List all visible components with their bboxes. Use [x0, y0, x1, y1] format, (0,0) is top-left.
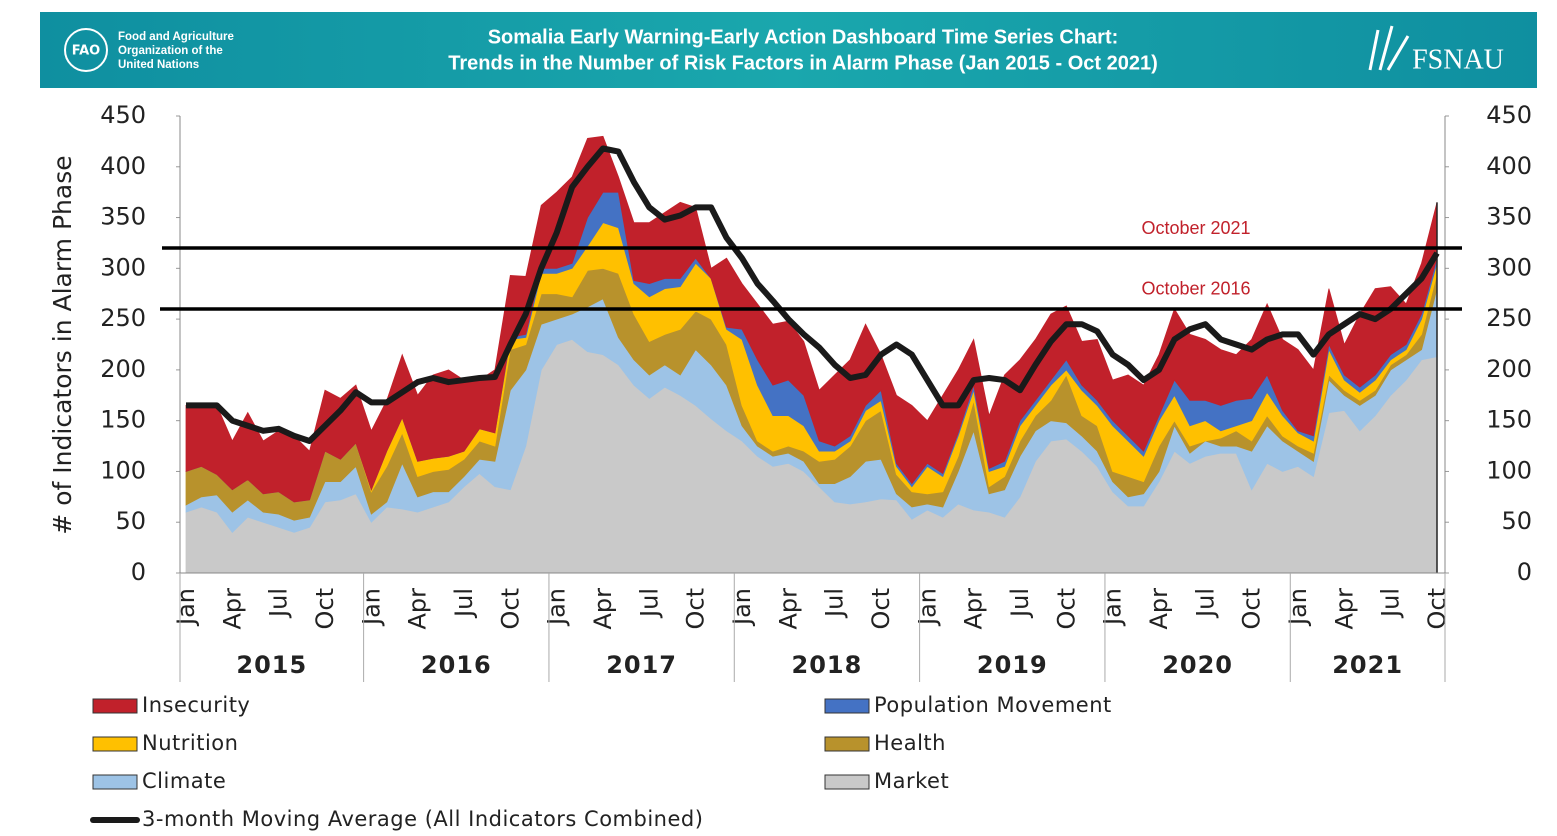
x-tick-label: Jul — [1377, 588, 1405, 619]
moving-average-line — [186, 145, 1440, 444]
legend-swatch — [824, 698, 870, 714]
x-tick-label: Apr — [774, 588, 802, 630]
org-name: Organization of the — [118, 45, 223, 57]
x-tick-label: Apr — [589, 588, 617, 630]
x-tick-label: Apr — [1145, 588, 1173, 630]
legend-label: Climate — [142, 769, 226, 793]
year-label: 2017 — [606, 651, 677, 679]
org-name: Food and Agriculture — [118, 31, 234, 43]
year-label: 2021 — [1332, 651, 1403, 679]
reference-label: October 2016 — [1141, 279, 1250, 299]
x-tick-label: Jul — [1191, 588, 1219, 619]
y-tick-label: 0 — [131, 558, 146, 586]
legend-label: 3-month Moving Average (All Indicators C… — [142, 807, 703, 831]
legend-label: Insecurity — [142, 693, 250, 717]
x-tick-label: Jan — [1284, 588, 1312, 627]
reference-label: October 2021 — [1141, 218, 1250, 238]
year-label: 2019 — [977, 651, 1048, 679]
x-tick-label: Jul — [1006, 588, 1034, 619]
y-tick-label: 250 — [100, 304, 146, 332]
y-axis-label: # of Indicators in Alarm Phase — [48, 155, 77, 534]
x-tick-label: Oct — [311, 588, 339, 630]
partner-name: FSNAU — [1412, 44, 1504, 75]
x-tick-label: Jan — [172, 588, 200, 627]
x-tick-label: Oct — [867, 588, 895, 630]
y-tick-label: 100 — [100, 456, 146, 484]
y2-tick-label: 100 — [1486, 456, 1532, 484]
x-tick-label: Oct — [1052, 588, 1080, 630]
x-tick-label: Jul — [265, 588, 293, 619]
y2-tick-label: 50 — [1501, 507, 1532, 535]
x-tick-label: Jul — [450, 588, 478, 619]
x-tick-label: Jul — [635, 588, 663, 619]
y2-tick-label: 200 — [1486, 355, 1532, 383]
fao-logo — [64, 28, 108, 72]
x-tick-label: Jan — [913, 588, 941, 627]
x-tick-label: Oct — [496, 588, 524, 630]
y2-tick-label: 350 — [1486, 203, 1532, 231]
y-tick-label: 50 — [115, 507, 146, 535]
y-tick-label: 200 — [100, 355, 146, 383]
x-tick-label: Jan — [728, 588, 756, 627]
y-tick-label: 300 — [100, 253, 146, 281]
x-tick-label: Apr — [404, 588, 432, 630]
chart-title: Trends in the Number of Risk Factors in … — [448, 52, 1158, 74]
y-tick-label: 150 — [100, 406, 146, 434]
legend-swatch — [92, 774, 138, 790]
org-name: United Nations — [118, 59, 199, 71]
y-tick-label: 350 — [100, 203, 146, 231]
y2-tick-label: 300 — [1486, 253, 1532, 281]
legend-label: Market — [874, 769, 949, 793]
legend-swatch — [92, 736, 138, 752]
year-label: 2015 — [236, 651, 307, 679]
legend-swatch — [824, 774, 870, 790]
x-tick-label: Oct — [1238, 588, 1266, 630]
y2-tick-label: 450 — [1486, 101, 1532, 129]
x-tick-label: Apr — [960, 588, 988, 630]
y2-tick-label: 0 — [1517, 558, 1532, 586]
y-tick-label: 400 — [100, 152, 146, 180]
y2-tick-label: 400 — [1486, 152, 1532, 180]
x-tick-label: Jan — [357, 588, 385, 627]
x-tick-label: Apr — [1330, 588, 1358, 630]
y2-tick-label: 150 — [1486, 406, 1532, 434]
year-label: 2016 — [421, 651, 492, 679]
x-tick-label: Apr — [218, 588, 246, 630]
x-tick-label: Jul — [821, 588, 849, 619]
chart-title: Somalia Early Warning-Early Action Dashb… — [488, 26, 1119, 48]
x-tick-label: Oct — [682, 588, 710, 630]
legend-label: Nutrition — [142, 731, 238, 755]
year-label: 2018 — [792, 651, 863, 679]
header-banner — [40, 12, 1537, 88]
legend-swatch — [92, 698, 138, 714]
area-insecurity — [185, 135, 1438, 503]
y2-tick-label: 250 — [1486, 304, 1532, 332]
x-tick-label: Jan — [543, 588, 571, 627]
legend-label: Health — [874, 731, 946, 755]
fsnau-logo — [1368, 25, 1410, 71]
y-tick-label: 450 — [100, 101, 146, 129]
fao-logo-mark: FAO — [72, 44, 101, 59]
year-label: 2020 — [1162, 651, 1233, 679]
legend-swatch — [824, 736, 870, 752]
x-tick-label: Jan — [1099, 588, 1127, 627]
legend-label: Population Movement — [874, 693, 1112, 717]
x-tick-label: Oct — [1423, 588, 1451, 630]
